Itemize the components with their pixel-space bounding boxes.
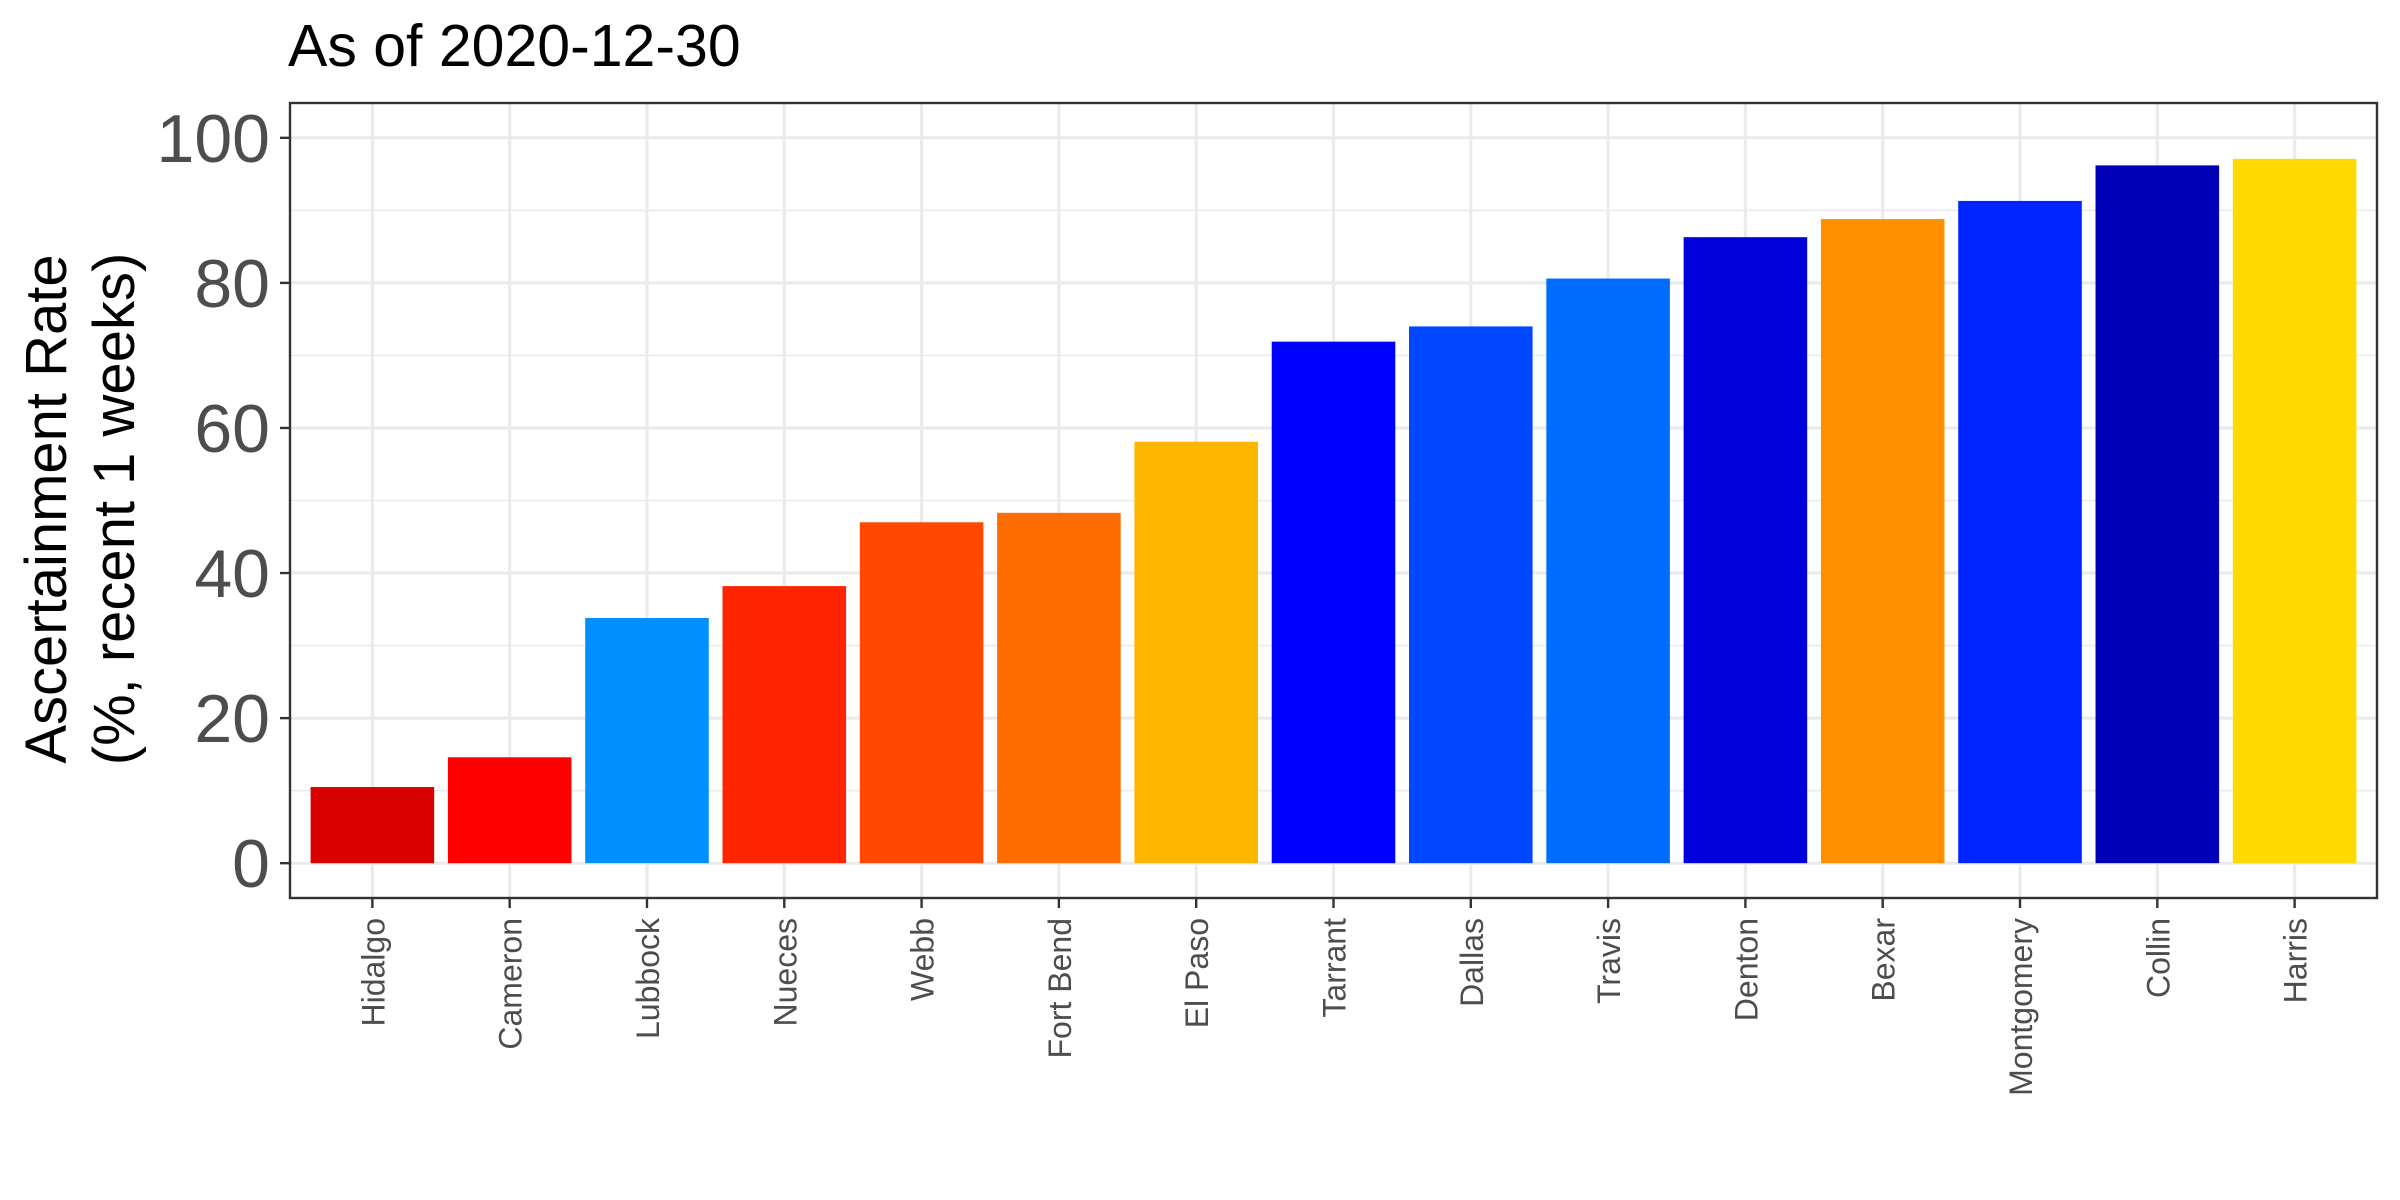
x-tick-label: Denton: [1728, 918, 1764, 1021]
y-tick-label: 40: [194, 536, 270, 612]
chart-title: As of 2020-12-30: [288, 13, 741, 79]
x-tick-label: Travis: [1591, 918, 1627, 1004]
bar-fort-bend: [997, 512, 1121, 864]
x-tick-label: Webb: [905, 918, 941, 1001]
x-tick-label: Montgomery: [2003, 918, 2039, 1096]
bar-tarrant: [1271, 341, 1396, 864]
x-tick-label: El Paso: [1179, 918, 1215, 1028]
bar-dallas: [1409, 326, 1533, 864]
bar-el-paso: [1134, 441, 1258, 864]
x-tick-label: Cameron: [493, 918, 529, 1050]
x-tick-label: Collin: [2140, 918, 2176, 998]
x-tick-label: Hidalgo: [355, 918, 391, 1027]
bar-webb: [859, 522, 984, 864]
y-axis-label-line-2: (%, recent 1 weeks): [82, 253, 147, 766]
y-tick-label: 60: [194, 391, 270, 467]
bar-hidalgo: [310, 787, 435, 864]
axes: 0 20 40 60 80 100 Hidalgo Cameron Lubbock Nueces W…: [157, 101, 2379, 1096]
x-tick-label: Dallas: [1454, 918, 1490, 1007]
bar-travis: [1546, 278, 1670, 864]
x-tick-label: Lubbock: [630, 917, 666, 1039]
bar-collin: [2095, 165, 2220, 864]
y-tick-label: 20: [194, 681, 270, 757]
x-tick-label: Nueces: [767, 918, 803, 1027]
bar-harris: [2232, 158, 2357, 864]
bar-lubbock: [585, 618, 709, 864]
bar-nueces: [722, 586, 847, 864]
x-tick-label: Tarrant: [1317, 918, 1353, 1018]
bars: [310, 158, 2357, 864]
y-tick-label: 80: [194, 246, 270, 322]
y-tick-label: 0: [232, 826, 270, 902]
y-tick-label: 100: [157, 101, 270, 177]
x-tick-label: Bexar: [1866, 918, 1902, 1002]
x-tick-label: Fort Bend: [1042, 918, 1078, 1059]
bar-denton: [1683, 237, 1808, 864]
bar-montgomery: [1958, 200, 2082, 864]
x-tick-label: Harris: [2278, 918, 2314, 1003]
bar-cameron: [447, 757, 572, 864]
bar-bexar: [1820, 219, 1945, 864]
y-axis-label-line-1: Ascertainment Rate: [14, 254, 79, 763]
